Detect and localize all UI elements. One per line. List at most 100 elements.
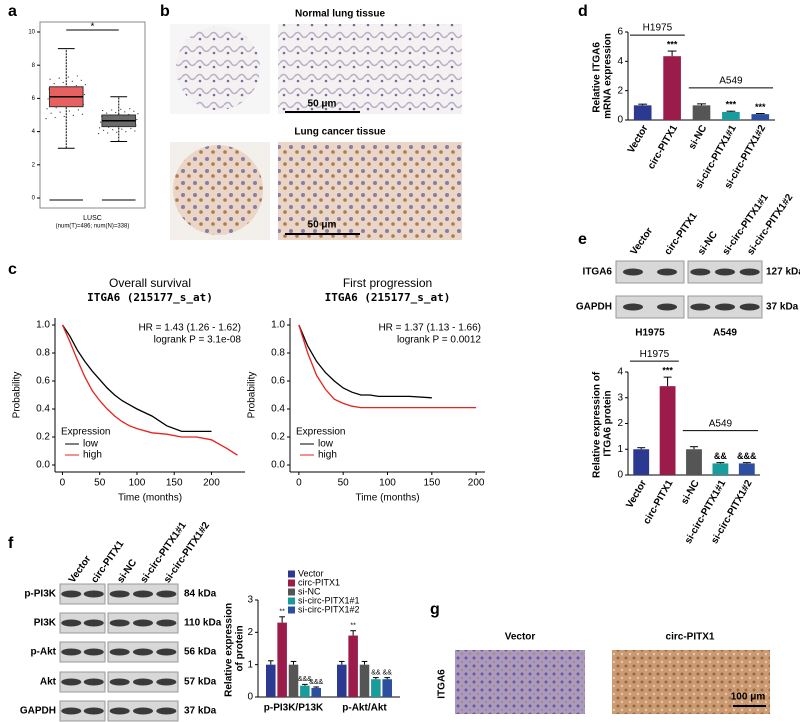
jitter-dot [100,121,102,123]
y-tick-label: 1 [617,444,623,455]
jitter-dot [106,112,108,114]
survival-curve [298,324,477,409]
jitter-dot [98,127,101,129]
bar-label: ** [350,623,356,630]
chart-subtitle: ITGA6 (215177_s_at) [325,291,451,304]
lane-label: circ-PITX1 [663,211,700,258]
y-tick-label: 1.0 [36,320,50,331]
blot-strip [59,612,106,634]
y-tick-label: 10 [28,30,35,36]
bar [382,679,392,697]
annotation: HR = 1.43 (1.26 - 1.62) [138,323,241,334]
jitter-dot [49,78,51,80]
y-tick-label: 4 [32,129,36,135]
jitter-dot [112,129,114,131]
jitter-dot [55,107,57,109]
bar [712,463,729,475]
x-tick-label: si-NC [687,123,710,151]
jitter-dot [80,79,82,81]
jitter-dot [84,84,87,86]
panel-label: c [8,261,17,278]
x-tick-label: 200 [203,478,220,489]
x-tick-label: 100 [379,478,396,489]
x-tick-label: 200 [468,478,485,489]
legend-label: Vector [298,568,324,578]
jitter-dot [68,110,70,112]
jitter-dot [115,111,117,114]
row-label: p-PI3K [24,589,56,600]
ihc-image [455,650,585,714]
x-tick-label: 50 [94,478,106,489]
bar [633,105,652,120]
group-label: A549 [719,76,743,87]
scale-label: 100 μm [731,692,766,703]
x-tick-label: Vector [624,478,649,510]
jitter-dot [97,132,100,135]
subtitle: (num(T)=486; num(N)=338) [56,224,130,230]
blot-band [156,648,177,656]
jitter-dot [47,98,49,100]
y-tick-label: 3 [617,392,623,403]
lane-label: Vector [629,226,656,257]
x-tick-label: 150 [423,478,440,489]
panel-label: f [8,535,14,552]
y-tick-label: 0.8 [36,348,50,359]
bar-label: *** [726,100,737,110]
bar-label: && [714,451,727,461]
y-tick-label: 0.0 [271,460,285,471]
x-axis-label: Time (months) [118,493,182,504]
blot-band [109,648,130,656]
size-label: 110 kDa [184,618,222,629]
bar [348,635,358,697]
y-tick-label: 6 [32,96,36,102]
row-label: ITGA6 [437,669,448,699]
size-label: 57 kDa [184,677,217,688]
row-label: GAPDH [20,706,56,717]
blot-band [715,303,735,311]
y-tick-label: 0.6 [271,376,285,387]
legend-label: high [83,450,102,461]
blot-band [715,268,735,276]
legend-title: Expression [296,427,345,438]
jitter-dot [102,109,104,112]
blot-band [61,619,82,627]
jitter-dot [53,82,55,85]
blot-strip [59,700,106,722]
lane-label: si-circ-PITX1#2 [745,192,795,257]
jitter-dot [50,112,52,114]
bar-label: *** [662,366,673,376]
blot-band [657,268,677,276]
column-label: Vector [505,632,536,643]
blot-strip [59,641,106,663]
size-label: 84 kDa [184,589,217,600]
panel-label: b [160,3,170,20]
bar [371,679,381,697]
jitter-dot [76,75,78,77]
y-tick-label: 0.4 [271,404,285,415]
blot-band [61,678,82,686]
x-axis-label: Time (months) [355,493,419,504]
plot-frame [39,21,146,209]
row-label: p-Akt [30,647,56,658]
x-tick-label: 150 [166,478,183,489]
size-label: 127 kDa [766,267,800,278]
tissue-title: Normal lung tissue [295,9,385,20]
bar [633,449,650,475]
bar [300,685,310,697]
blot-band [83,648,104,656]
blot-band [61,707,82,715]
size-label: 37 kDa [184,706,217,717]
panel-label: a [8,3,17,20]
column-label: circ-PITX1 [666,632,715,643]
row-label: ITGA6 [583,267,613,278]
jitter-dot [77,109,79,111]
blot-band [739,268,760,276]
scale-label: 50 μm [308,220,337,231]
blot-band [109,590,130,598]
bar-label: && [383,669,393,676]
jitter-dot [134,130,136,132]
y-axis-label: Probability [12,372,23,419]
y-tick-label: 0.2 [271,432,285,443]
legend-label: si-circ-PITX1#1 [298,595,360,605]
bar [288,664,299,697]
